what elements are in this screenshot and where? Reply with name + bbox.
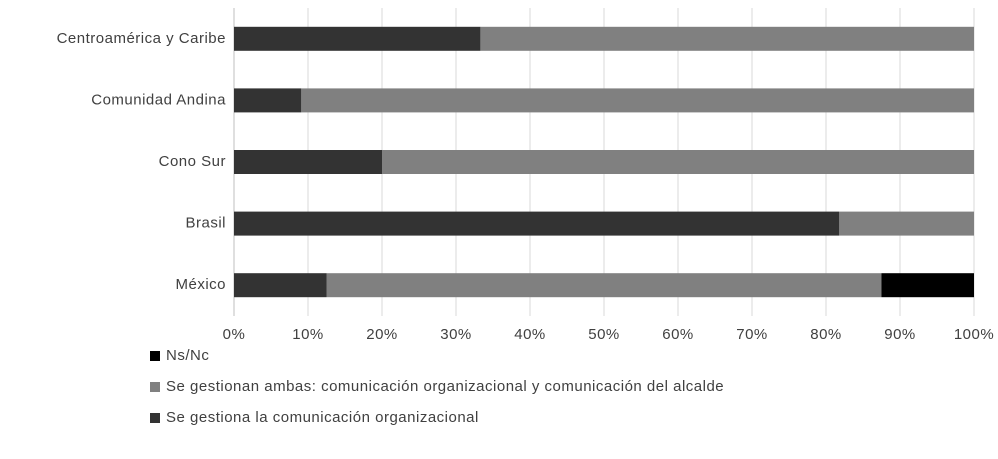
y-tick-label: Cono Sur [159,153,226,170]
bar-segment [382,150,974,174]
legend-swatch [150,413,160,423]
bar-segment [234,211,840,236]
legend-swatch [150,351,160,361]
x-tick-label: 50% [588,326,620,343]
x-tick-label: 20% [366,326,398,343]
x-tick-label: 100% [954,326,994,343]
legend-swatch [150,382,160,392]
bar-segment [234,273,327,298]
x-tick-label: 0% [223,326,246,343]
y-tick-label: Brasil [185,215,226,232]
x-tick-label: 30% [440,326,472,343]
bar-segment [839,211,974,236]
x-tick-label: 70% [736,326,768,343]
x-tick-label: 10% [292,326,324,343]
x-tick-label: 90% [884,326,916,343]
legend-label: Se gestiona la comunicación organizacion… [166,409,479,426]
bar-segment [326,273,882,298]
bar-segment [881,273,974,298]
x-tick-label: 40% [514,326,546,343]
bar-segment [480,26,974,51]
y-tick-label: Comunidad Andina [91,91,226,108]
x-tick-label: 60% [662,326,694,343]
bar-segment [234,88,302,113]
x-tick-label: 80% [810,326,842,343]
bar-segment [234,26,481,51]
y-tick-label: Centroamérica y Caribe [57,30,226,47]
legend-label: Ns/Nc [166,347,209,364]
bar-segment [301,88,975,113]
bar-segment [234,150,382,174]
legend-label: Se gestionan ambas: comunicación organiz… [166,378,724,395]
y-tick-label: México [175,276,226,293]
